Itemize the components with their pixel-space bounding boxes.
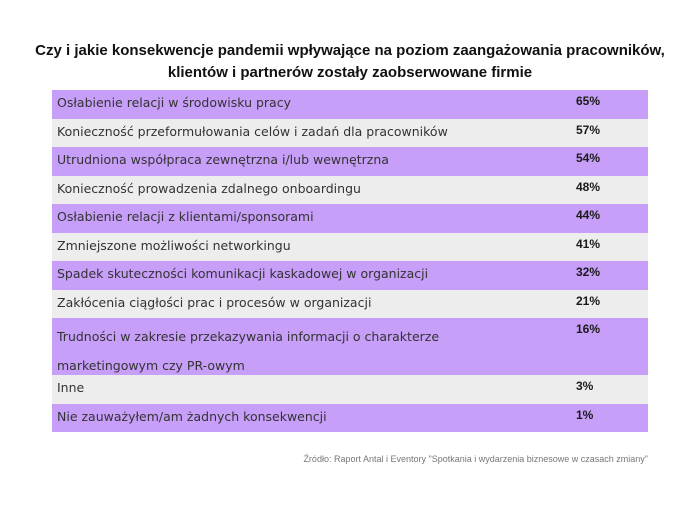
row-value: 44% bbox=[576, 208, 601, 222]
table-row: Inne 3% bbox=[52, 375, 648, 404]
row-label: Konieczność prowadzenia zdalnego onboard… bbox=[57, 176, 557, 202]
table-row: Spadek skuteczności komunikacji kaskadow… bbox=[52, 261, 648, 290]
row-label: Utrudniona współpraca zewnętrzna i/lub w… bbox=[57, 147, 557, 173]
row-label: Konieczność przeformułowania celów i zad… bbox=[57, 119, 557, 145]
row-label: Osłabienie relacji z klientami/sponsoram… bbox=[57, 204, 557, 230]
row-label: Nie zauważyłem/am żadnych konsekwencji bbox=[57, 404, 557, 430]
row-value: 3% bbox=[576, 379, 594, 393]
row-value: 48% bbox=[576, 179, 601, 194]
row-label-line: Inne bbox=[57, 380, 85, 395]
row-label: Osłabienie relacji w środowisku pracy bbox=[57, 90, 557, 116]
row-value: 41% bbox=[576, 236, 601, 251]
row-value: 21% bbox=[576, 293, 601, 308]
row-label-line: Spadek skuteczności komunikacji kaskadow… bbox=[57, 266, 429, 281]
row-value: 57% bbox=[576, 122, 601, 137]
row-label-line: Zmniejszone możliwości networkingu bbox=[57, 237, 291, 253]
table-row: Konieczność prowadzenia zdalnego onboard… bbox=[52, 175, 648, 204]
table-row: Utrudniona współpraca zewnętrzna i/lub w… bbox=[52, 147, 648, 176]
row-label-line: Trudności w zakresie przekazywania infor… bbox=[57, 329, 440, 344]
row-label-line: Nie zauważyłem/am żadnych konsekwencji bbox=[57, 408, 327, 424]
row-label: Zakłócenia ciągłości prac i procesów w o… bbox=[57, 290, 557, 316]
row-label: Trudności w zakresie przekazywania infor… bbox=[57, 322, 557, 380]
row-label-line: Zakłócenia ciągłości prac i procesów w o… bbox=[57, 294, 372, 310]
table-row: Zmniejszone możliwości networkingu 41% bbox=[52, 232, 648, 261]
table-row: Nie zauważyłem/am żadnych konsekwencji 1% bbox=[52, 403, 648, 432]
row-label-line: Osłabienie relacji z klientami/sponsoram… bbox=[57, 209, 314, 224]
table-row: Osłabienie relacji z klientami/sponsoram… bbox=[52, 204, 648, 233]
row-value: 32% bbox=[576, 265, 601, 279]
table-row: Konieczność przeformułowania celów i zad… bbox=[52, 118, 648, 147]
row-label-line: Osłabienie relacji w środowisku pracy bbox=[57, 95, 291, 110]
table-row: Osłabienie relacji w środowisku pracy 65% bbox=[52, 90, 648, 119]
source-note: Źródło: Raport Antal i Eventory "Spotkan… bbox=[303, 454, 648, 464]
row-value: 54% bbox=[576, 151, 601, 165]
table-row: Trudności w zakresie przekazywania infor… bbox=[52, 318, 648, 375]
table-row: Zakłócenia ciągłości prac i procesów w o… bbox=[52, 289, 648, 318]
row-label-line: marketingowym czy PR-owym bbox=[57, 358, 245, 373]
row-label: Inne bbox=[57, 375, 557, 401]
chart-title: Czy i jakie konsekwencje pandemii wpływa… bbox=[35, 42, 665, 81]
results-table: Osłabienie relacji w środowisku pracy 65%… bbox=[52, 90, 648, 432]
row-value: 1% bbox=[576, 407, 594, 422]
row-label: Zmniejszone możliwości networkingu bbox=[57, 233, 557, 259]
row-label: Spadek skuteczności komunikacji kaskadow… bbox=[57, 261, 557, 287]
row-label-line: Konieczność prowadzenia zdalnego onboard… bbox=[57, 180, 361, 196]
row-label-line: Konieczność przeformułowania celów i zad… bbox=[57, 123, 448, 139]
row-value: 16% bbox=[576, 322, 601, 336]
row-value: 65% bbox=[576, 94, 601, 108]
row-label-line: Utrudniona współpraca zewnętrzna i/lub w… bbox=[57, 152, 389, 167]
